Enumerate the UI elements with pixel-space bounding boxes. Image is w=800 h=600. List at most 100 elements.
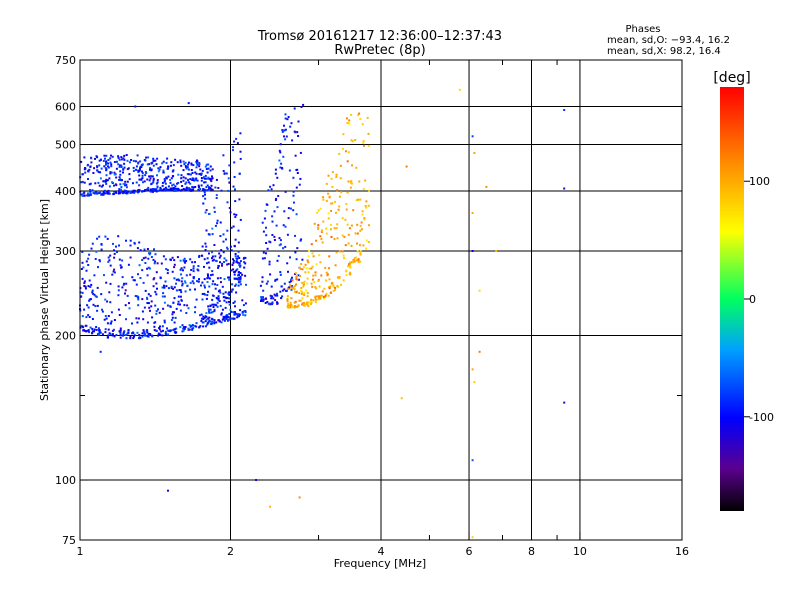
data-point <box>115 176 118 179</box>
data-point <box>288 169 291 172</box>
data-point <box>206 294 209 297</box>
data-point <box>166 269 169 272</box>
data-point <box>148 252 150 255</box>
data-point <box>179 309 182 312</box>
data-point <box>330 210 333 212</box>
data-point <box>132 332 135 334</box>
data-point <box>90 161 93 164</box>
data-point <box>167 489 169 492</box>
data-point <box>204 211 207 214</box>
data-point <box>93 330 96 333</box>
data-point <box>211 273 214 276</box>
data-point <box>179 326 182 329</box>
data-point <box>170 188 173 191</box>
data-point <box>294 251 297 254</box>
data-point <box>330 223 332 226</box>
data-point <box>89 190 92 193</box>
data-point <box>359 224 362 227</box>
data-point <box>325 199 328 202</box>
data-point <box>131 332 133 335</box>
data-point <box>91 189 94 192</box>
data-point <box>144 174 147 177</box>
data-point <box>349 261 352 264</box>
data-point <box>165 187 168 190</box>
data-point <box>283 129 286 132</box>
data-point <box>143 330 145 333</box>
data-point <box>189 325 192 328</box>
data-point <box>111 155 114 158</box>
data-point <box>299 239 302 242</box>
data-point <box>173 263 176 266</box>
data-point <box>352 259 355 262</box>
data-point <box>207 176 210 179</box>
data-point <box>180 180 183 183</box>
data-point <box>363 218 366 221</box>
data-point <box>280 162 283 165</box>
data-point <box>142 257 145 260</box>
data-point <box>215 197 218 199</box>
data-point <box>96 309 99 312</box>
data-point <box>141 332 144 335</box>
data-point <box>167 175 170 178</box>
y-tick-label: 100 <box>55 474 76 487</box>
data-point <box>170 285 173 288</box>
x-tick-label: 4 <box>378 545 385 558</box>
data-point <box>124 289 127 292</box>
data-point <box>271 215 274 218</box>
data-point <box>213 310 216 313</box>
data-point <box>296 305 299 308</box>
data-point <box>300 238 303 241</box>
data-point <box>214 186 217 189</box>
data-point <box>207 308 210 311</box>
data-point <box>149 168 151 171</box>
data-point <box>301 297 304 300</box>
data-point <box>265 242 268 244</box>
data-point <box>219 304 222 307</box>
data-point <box>328 255 331 258</box>
data-point <box>356 250 359 253</box>
data-point <box>312 255 315 258</box>
data-point <box>400 397 403 400</box>
data-point <box>295 213 298 216</box>
data-point <box>175 189 178 192</box>
data-point <box>213 308 216 311</box>
data-point <box>268 303 271 306</box>
data-point <box>137 191 140 194</box>
data-point <box>211 257 213 260</box>
data-point <box>109 157 112 160</box>
data-point <box>276 292 278 295</box>
data-point <box>162 255 165 258</box>
data-point <box>148 253 151 256</box>
data-point <box>324 294 327 297</box>
data-point <box>236 142 239 145</box>
data-point <box>148 306 151 309</box>
data-point <box>137 273 139 276</box>
data-point <box>194 186 197 188</box>
data-point <box>314 298 317 301</box>
data-point <box>361 213 364 216</box>
data-point <box>89 298 92 301</box>
data-point <box>105 281 108 284</box>
data-point <box>205 163 208 166</box>
data-point <box>82 194 85 197</box>
data-point <box>204 325 207 328</box>
data-point <box>207 305 210 308</box>
data-point <box>325 271 328 274</box>
data-point <box>125 239 127 242</box>
data-point <box>301 303 303 306</box>
data-point <box>198 186 200 188</box>
data-point <box>170 187 173 190</box>
data-point <box>91 318 94 320</box>
data-point <box>320 274 323 277</box>
data-point <box>141 310 144 313</box>
data-point <box>151 175 154 178</box>
data-point <box>175 282 177 285</box>
data-point <box>201 298 204 301</box>
data-point <box>334 200 336 203</box>
data-point <box>181 185 184 187</box>
data-point <box>319 294 322 297</box>
data-point <box>332 284 335 287</box>
data-point <box>200 177 203 179</box>
colorbar-tick-label: 100 <box>749 175 770 188</box>
x-tick-label: 6 <box>466 545 473 558</box>
